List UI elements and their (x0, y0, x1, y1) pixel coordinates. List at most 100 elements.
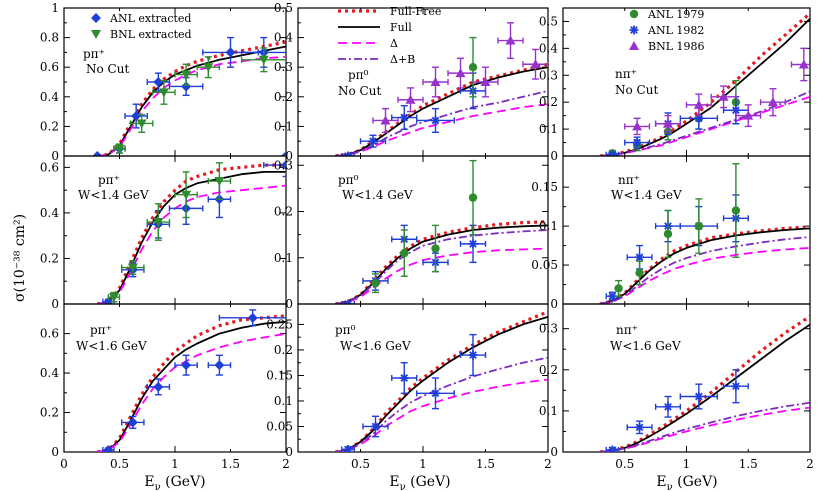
legend-marker (91, 13, 101, 23)
curve-delta (97, 332, 286, 452)
panel-cut-label: W<1.6 GeV (340, 339, 411, 353)
data-point-bnl-1986 (380, 115, 391, 125)
y-tick-label: 0.4 (40, 90, 59, 104)
data-point-anl-1982 (632, 138, 642, 148)
x-axis-title-col3: Eν (GeV) (656, 474, 717, 491)
data-point-anl-1979 (614, 284, 623, 293)
data-point-bnl-extracted (127, 263, 138, 273)
y-tick-label: 0.15 (531, 180, 558, 194)
data-point-bnl-1986 (798, 59, 809, 69)
y-tick-label: 0.2 (40, 406, 59, 420)
panel-7: 0 0.2 0.4 0.6 0 0.5 1 1.5 2 pπ⁺ W<1.6 GeV (40, 303, 290, 471)
panel-plot-area (599, 314, 810, 452)
y-tick-label: 0 (550, 149, 558, 163)
y-tick-label: 0.3 (274, 158, 293, 172)
x-tick-label: 0.5 (351, 457, 370, 471)
curve-full-free (599, 12, 810, 156)
legend-marker (629, 41, 639, 50)
data-point-anl-1982 (663, 402, 673, 412)
panel-cut-label: W<1.4 GeV (342, 188, 413, 202)
panel-9: 0 0.1 0.2 0.3 0.5 1 1.5 2 nπ⁺ W<1.6 GeV (539, 303, 814, 471)
y-tick-label: 0.1 (274, 251, 293, 265)
y-tick-label: 0.2 (274, 90, 293, 104)
x-tick-label: 0.5 (615, 457, 634, 471)
y-tick-label: 0.05 (266, 419, 293, 433)
legend-item: BNL extracted (91, 28, 192, 41)
data-point-anl-1982 (399, 373, 409, 383)
data-point-anl-extracted (181, 360, 192, 371)
data-point-bnl-1986 (430, 77, 441, 86)
curve-delta (335, 103, 548, 156)
data-point-anl-extracted (247, 312, 258, 323)
curve-full-free (599, 225, 810, 304)
panel-frame (297, 155, 549, 305)
y-tick-label: 0.1 (539, 219, 558, 233)
panel-cut-label: No Cut (338, 84, 381, 98)
data-point-anl-1982 (468, 350, 478, 360)
curve-delta (335, 247, 548, 304)
data-point-bnl-1986 (405, 94, 416, 104)
curve-delta (599, 247, 810, 304)
x-tick-label: 2 (282, 457, 290, 471)
data-point-anl-extracted (92, 151, 103, 156)
panel-channel-label: pπ⁰ (348, 68, 369, 82)
data-point-anl-1979 (468, 193, 478, 202)
y-tick-label: 0.05 (531, 258, 558, 272)
panel-4: 0 0.2 0.4 0.6 pπ⁺W<1.4 GeV (40, 155, 287, 311)
y-tick-label: 0.3 (539, 322, 558, 336)
panel-plot-area (92, 36, 286, 156)
data-point-anl-extracted (181, 81, 192, 92)
data-point-anl-1982 (371, 421, 380, 431)
data-point-anl-extracted (103, 445, 114, 452)
curve--b (335, 229, 548, 304)
data-point-anl-1982 (368, 136, 378, 146)
data-point-anl-1979 (371, 278, 380, 288)
y-tick-label: 0 (285, 445, 293, 459)
panel-plot-area (335, 310, 548, 452)
x-axis-title-col2: Eν (GeV) (389, 474, 450, 491)
panel-2: 0 0.1 0.2 0.3 0.4 0.5 pπ⁰ No Cut (274, 1, 549, 163)
data-point-bnl-1986 (505, 35, 516, 45)
legend-marker (629, 25, 639, 35)
curve-full (599, 227, 810, 304)
legend-label: BNL extracted (110, 28, 192, 41)
y-tick-label: 0.3 (274, 60, 293, 74)
curve-full (335, 66, 548, 156)
y-tick-label: 0.3 (539, 68, 558, 82)
x-tick-label: 1 (171, 457, 179, 471)
data-point-anl-1979 (635, 268, 644, 278)
y-tick-label: 0.5 (539, 14, 558, 28)
y-tick-label: 0.1 (274, 394, 293, 408)
panel-plot-area (335, 159, 548, 304)
data-point-anl-1982 (468, 239, 478, 249)
legend-label: Δ (390, 37, 398, 50)
data-point-anl-1982 (731, 381, 741, 391)
x-tick-label: 1 (419, 457, 427, 471)
x-tick-label: 2 (806, 457, 814, 471)
legend-panel-3: ANL 1979 ANL 1982 BNL 1986 (629, 8, 705, 53)
data-point-anl-1982 (607, 150, 617, 156)
panel-channel-label: nπ⁺ (616, 323, 638, 337)
panel-cut-label: W<1.4 GeV (78, 188, 149, 202)
x-tick-label: 1 (683, 457, 691, 471)
data-point-anl-1979 (663, 229, 673, 239)
curve--b (599, 90, 810, 156)
data-point-bnl-extracted (181, 70, 192, 80)
panel-3: 0 0.1 0.2 0.3 0.4 0.5 nπ⁺ No Cut (539, 7, 811, 163)
data-point-bnl-1986 (767, 97, 778, 107)
curve-delta (599, 406, 810, 452)
data-point-bnl-1986 (718, 91, 729, 101)
legend-item: ANL 1982 (629, 24, 704, 37)
panel-cut-label: W<1.4 GeV (611, 188, 682, 202)
curve-full (599, 18, 810, 156)
y-tick-label: 0.2 (539, 363, 558, 377)
legend-label: ANL 1982 (647, 24, 704, 37)
data-point-bnl-1986 (455, 68, 466, 78)
panel-channel-label: pπ⁰ (335, 323, 356, 337)
data-point-bnl-extracted (214, 177, 225, 187)
curve-full (97, 320, 286, 452)
panel-channel-label: pπ⁺ (83, 47, 105, 61)
data-point-bnl-extracted (114, 144, 125, 154)
